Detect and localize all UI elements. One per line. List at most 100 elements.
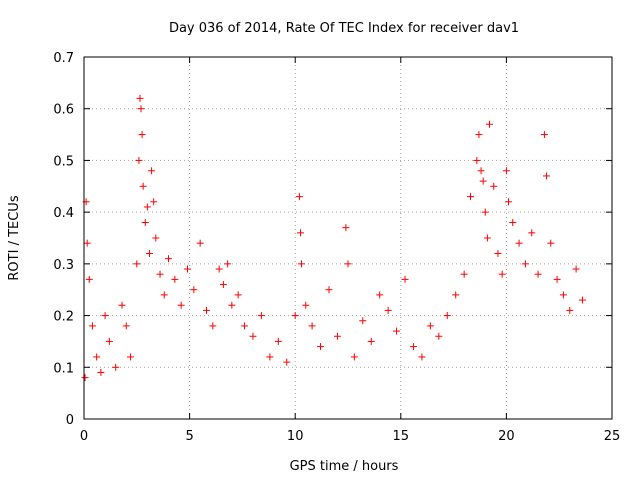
chart-title: Day 036 of 2014, Rate Of TEC Index for r… — [169, 21, 519, 36]
data-point — [112, 363, 120, 371]
data-point — [367, 337, 375, 345]
x-tick-label: 20 — [498, 429, 515, 444]
data-point — [435, 332, 443, 340]
data-point — [559, 291, 567, 299]
data-point — [384, 306, 392, 314]
data-point — [547, 239, 555, 247]
y-tick-label: 0.2 — [53, 310, 74, 325]
data-point — [452, 291, 460, 299]
data-point — [509, 218, 517, 226]
data-point — [133, 260, 141, 268]
data-point — [481, 208, 489, 216]
data-point — [502, 167, 510, 175]
data-point — [177, 301, 185, 309]
x-tick-label: 25 — [604, 429, 621, 444]
data-point — [578, 296, 586, 304]
data-point — [333, 332, 341, 340]
data-point — [93, 353, 101, 361]
x-tick-label: 5 — [185, 429, 193, 444]
data-point — [460, 270, 468, 278]
data-point — [274, 337, 282, 345]
data-point — [302, 301, 310, 309]
data-point — [376, 291, 384, 299]
x-tick-label: 15 — [393, 429, 410, 444]
data-point — [105, 337, 113, 345]
data-point — [475, 131, 483, 139]
data-point — [139, 182, 147, 190]
data-point — [219, 281, 227, 289]
data-point — [249, 332, 257, 340]
data-point — [145, 250, 153, 258]
data-point — [528, 229, 536, 237]
data-point — [138, 131, 146, 139]
data-point — [540, 131, 548, 139]
data-point — [150, 198, 158, 206]
y-tick-label: 0 — [66, 413, 74, 428]
tick-labels: 0 5 10 15 20 25 0 0.1 0.2 0.3 0.4 0.5 0.6 0.7 — [53, 51, 620, 444]
data-point — [122, 322, 130, 330]
y-tick-label: 0.3 — [53, 258, 74, 273]
data-point — [515, 239, 523, 247]
data-point — [136, 94, 144, 102]
y-tick-label: 0.6 — [53, 103, 74, 118]
data-point — [234, 291, 242, 299]
x-tick-label: 0 — [80, 429, 88, 444]
y-tick-label: 0.5 — [53, 154, 74, 169]
data-point — [97, 368, 105, 376]
data-point — [409, 343, 417, 351]
plot-frame — [83, 56, 613, 420]
data-point — [209, 322, 217, 330]
data-point — [566, 306, 574, 314]
data-point — [126, 353, 134, 361]
data-point — [483, 234, 491, 242]
data-point — [85, 275, 93, 283]
data-point — [171, 275, 179, 283]
data-point — [118, 301, 126, 309]
data-point — [393, 327, 401, 335]
data-point — [298, 260, 306, 268]
data-point — [228, 301, 236, 309]
data-point — [152, 234, 160, 242]
data-point — [160, 291, 168, 299]
data-point — [486, 120, 494, 128]
data-point — [466, 193, 474, 201]
y-tick-label: 0.4 — [53, 206, 74, 221]
data-point — [81, 374, 89, 382]
data-point — [498, 270, 506, 278]
axis-ticks — [83, 56, 613, 420]
data-point — [572, 265, 580, 273]
data-point — [490, 182, 498, 190]
data-point — [443, 312, 451, 320]
data-point — [156, 270, 164, 278]
data-point — [543, 172, 551, 180]
data-points — [81, 94, 586, 382]
data-point — [534, 270, 542, 278]
data-point — [494, 250, 502, 258]
data-point — [473, 156, 481, 164]
data-point — [350, 353, 358, 361]
data-point — [224, 260, 232, 268]
y-axis-label: ROTI / TECUs — [7, 195, 22, 280]
data-point — [135, 156, 143, 164]
data-point — [291, 312, 299, 320]
y-tick-label: 0.7 — [53, 51, 74, 66]
data-point — [342, 224, 350, 232]
data-point — [148, 167, 156, 175]
data-point — [137, 105, 145, 113]
data-point — [283, 358, 291, 366]
data-point — [553, 275, 561, 283]
data-point — [477, 167, 485, 175]
data-point — [164, 255, 172, 263]
data-point — [521, 260, 529, 268]
x-axis-label: GPS time / hours — [290, 459, 399, 474]
data-point — [401, 275, 409, 283]
data-point — [317, 343, 325, 351]
data-point — [215, 265, 223, 273]
data-point — [418, 353, 426, 361]
data-point — [141, 218, 149, 226]
data-point — [196, 239, 204, 247]
data-point — [296, 229, 304, 237]
y-tick-label: 0.1 — [53, 361, 74, 376]
data-point — [479, 177, 487, 185]
